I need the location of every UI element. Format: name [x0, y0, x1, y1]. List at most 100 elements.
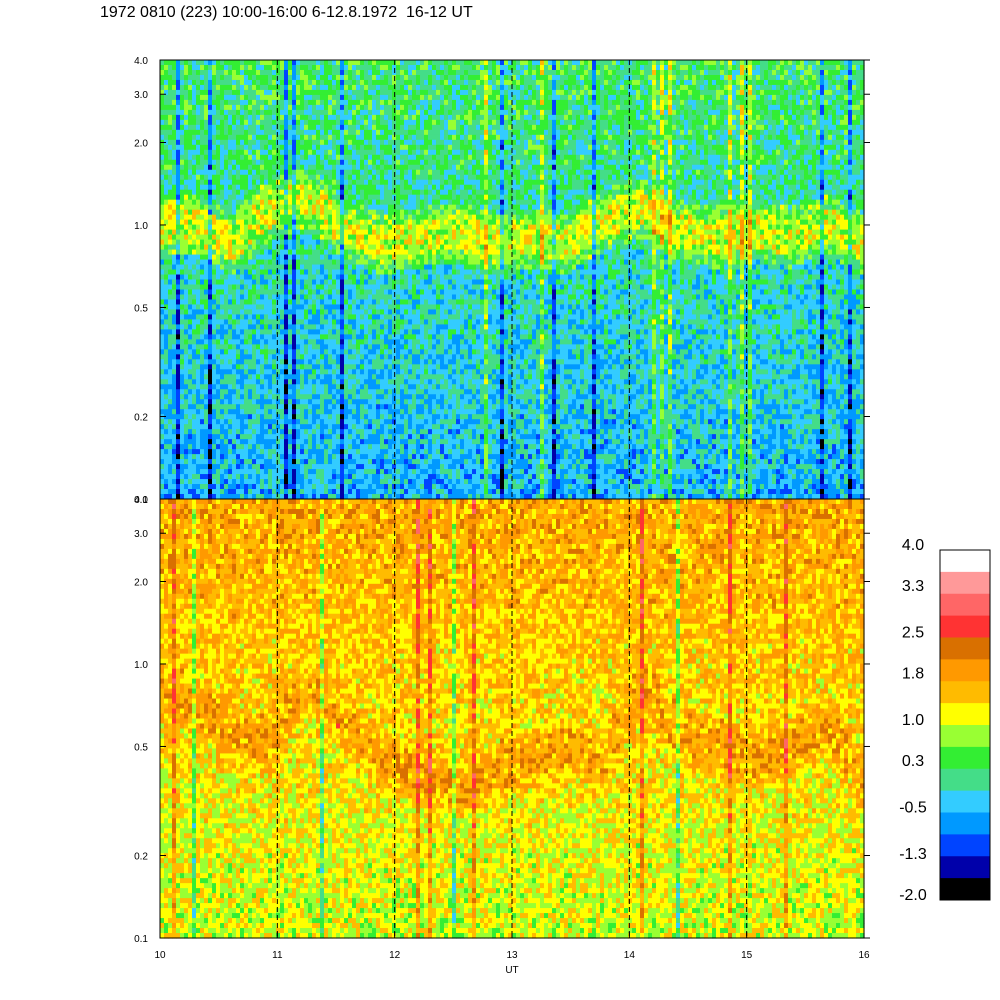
heatmap-cell	[180, 294, 185, 300]
heatmap-cell	[372, 65, 377, 71]
heatmap-cell	[316, 185, 321, 191]
heatmap-cell	[184, 150, 189, 156]
heatmap-cell	[212, 75, 217, 81]
heatmap-cell	[364, 324, 369, 330]
heatmap-cell	[328, 110, 333, 116]
heatmap-cell	[236, 210, 241, 216]
heatmap-cell	[192, 135, 197, 141]
heatmap-cell	[252, 135, 257, 141]
heatmap-cell	[348, 120, 353, 126]
heatmap-cell	[376, 220, 381, 226]
heatmap-cell	[192, 339, 197, 345]
heatmap-cell	[268, 240, 273, 246]
heatmap-cell	[352, 95, 357, 101]
heatmap-cell	[324, 484, 329, 490]
heatmap-cell	[364, 130, 369, 136]
heatmap-cell	[336, 185, 341, 191]
heatmap-cell	[252, 150, 257, 156]
heatmap-cell	[312, 220, 317, 226]
heatmap-cell	[164, 75, 169, 81]
heatmap-cell	[300, 250, 305, 256]
heatmap-cell	[360, 319, 365, 325]
heatmap-cell	[168, 235, 173, 241]
heatmap-cell	[292, 309, 297, 315]
heatmap-cell	[340, 414, 345, 420]
heatmap-cell	[192, 344, 197, 350]
heatmap-cell	[320, 270, 325, 276]
heatmap-cell	[360, 200, 365, 206]
heatmap-cell	[252, 344, 257, 350]
heatmap-cell	[252, 424, 257, 430]
heatmap-cell	[340, 120, 345, 126]
heatmap-cell	[248, 170, 253, 176]
heatmap-cell	[328, 379, 333, 385]
heatmap-cell	[260, 369, 265, 375]
heatmap-cell	[320, 324, 325, 330]
heatmap-cell	[236, 120, 241, 126]
heatmap-cell	[348, 304, 353, 310]
heatmap-cell	[320, 200, 325, 206]
heatmap-cell	[360, 354, 365, 360]
heatmap-cell	[288, 359, 293, 365]
heatmap-cell	[360, 419, 365, 425]
heatmap-cell	[264, 215, 269, 221]
heatmap-cell	[292, 334, 297, 340]
heatmap-cell	[332, 424, 337, 430]
heatmap-cell	[236, 289, 241, 295]
heatmap-cell	[196, 65, 201, 71]
heatmap-cell	[316, 110, 321, 116]
heatmap-cell	[176, 449, 181, 455]
heatmap-cell	[352, 414, 357, 420]
heatmap-cell	[184, 245, 189, 251]
heatmap-cell	[160, 434, 165, 440]
heatmap-cell	[244, 479, 249, 485]
heatmap-cell	[268, 314, 273, 320]
heatmap-cell	[216, 339, 221, 345]
heatmap-cell	[256, 220, 261, 226]
heatmap-cell	[184, 105, 189, 111]
heatmap-cell	[260, 299, 265, 305]
heatmap-cell	[192, 369, 197, 375]
heatmap-cell	[264, 230, 269, 236]
heatmap-cell	[164, 200, 169, 206]
heatmap-cell	[364, 235, 369, 241]
heatmap-cell	[192, 155, 197, 161]
heatmap-cell	[168, 245, 173, 251]
heatmap-cell	[236, 200, 241, 206]
heatmap-cell	[284, 225, 289, 231]
heatmap-cell	[288, 125, 293, 131]
heatmap-cell	[332, 60, 337, 66]
heatmap-cell	[236, 230, 241, 236]
heatmap-cell	[248, 329, 253, 335]
heatmap-cell	[248, 150, 253, 156]
heatmap-cell	[256, 364, 261, 370]
heatmap-cell	[236, 319, 241, 325]
heatmap-cell	[212, 245, 217, 251]
heatmap-cell	[308, 235, 313, 241]
heatmap-cell	[208, 309, 213, 315]
heatmap-cell	[328, 195, 333, 201]
heatmap-cell	[304, 60, 309, 66]
heatmap-cell	[372, 469, 377, 475]
heatmap-cell	[204, 105, 209, 111]
heatmap-cell	[288, 195, 293, 201]
heatmap-cell	[260, 374, 265, 380]
heatmap-cell	[280, 384, 285, 390]
heatmap-cell	[304, 289, 309, 295]
heatmap-cell	[316, 299, 321, 305]
heatmap-cell	[348, 150, 353, 156]
heatmap-cell	[184, 270, 189, 276]
heatmap-cell	[180, 275, 185, 281]
heatmap-cell	[164, 394, 169, 400]
heatmap-cell	[264, 175, 269, 181]
heatmap-cell	[344, 150, 349, 156]
heatmap-cell	[204, 364, 209, 370]
heatmap-cell	[184, 469, 189, 475]
heatmap-cell	[280, 185, 285, 191]
heatmap-cell	[360, 474, 365, 480]
heatmap-cell	[360, 339, 365, 345]
heatmap-cell	[172, 185, 177, 191]
heatmap-cell	[348, 319, 353, 325]
heatmap-cell	[204, 399, 209, 405]
top-panel: 4.03.02.01.00.50.20.1	[134, 56, 870, 506]
